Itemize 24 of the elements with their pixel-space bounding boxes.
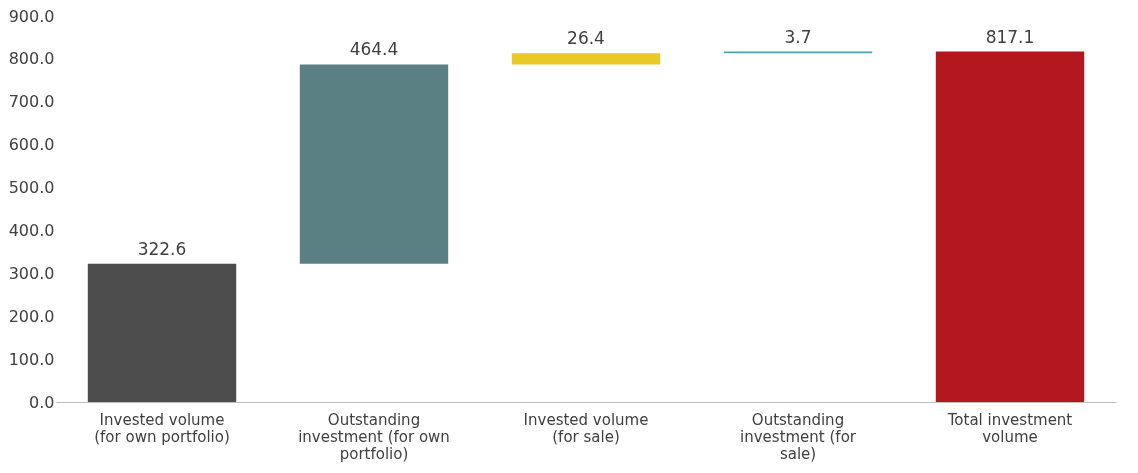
data-label: 26.4 bbox=[567, 28, 605, 49]
y-tick-label: 200.0 bbox=[8, 306, 55, 326]
y-tick-label: 800.0 bbox=[8, 49, 55, 69]
y-tick-label: 600.0 bbox=[8, 135, 55, 155]
data-label: 322.6 bbox=[137, 238, 187, 259]
x-tick-label: Total investment volume bbox=[946, 410, 1073, 446]
bar bbox=[87, 263, 237, 402]
data-label: 817.1 bbox=[985, 26, 1035, 47]
bar bbox=[935, 51, 1085, 402]
y-tick-label: 700.0 bbox=[8, 92, 55, 112]
x-tick-label: Outstanding investment (for own portfolio) bbox=[298, 410, 450, 463]
y-tick-label: 400.0 bbox=[8, 220, 55, 240]
y-tick-label: 300.0 bbox=[8, 263, 55, 283]
bar bbox=[299, 64, 449, 264]
data-label: 464.4 bbox=[349, 39, 399, 60]
y-tick-label: 500.0 bbox=[8, 178, 55, 198]
data-label: 3.7 bbox=[784, 26, 812, 47]
y-tick-label: 900.0 bbox=[8, 6, 55, 26]
x-tick-label: Outstanding investment (for sale) bbox=[740, 410, 857, 463]
y-tick-label: 0.0 bbox=[29, 392, 55, 412]
bar bbox=[511, 53, 661, 65]
x-tick-label: Invested volume (for sale) bbox=[523, 410, 649, 446]
x-tick-label: Invested volume (for own portfolio) bbox=[94, 410, 230, 446]
y-tick-label: 100.0 bbox=[8, 349, 55, 369]
